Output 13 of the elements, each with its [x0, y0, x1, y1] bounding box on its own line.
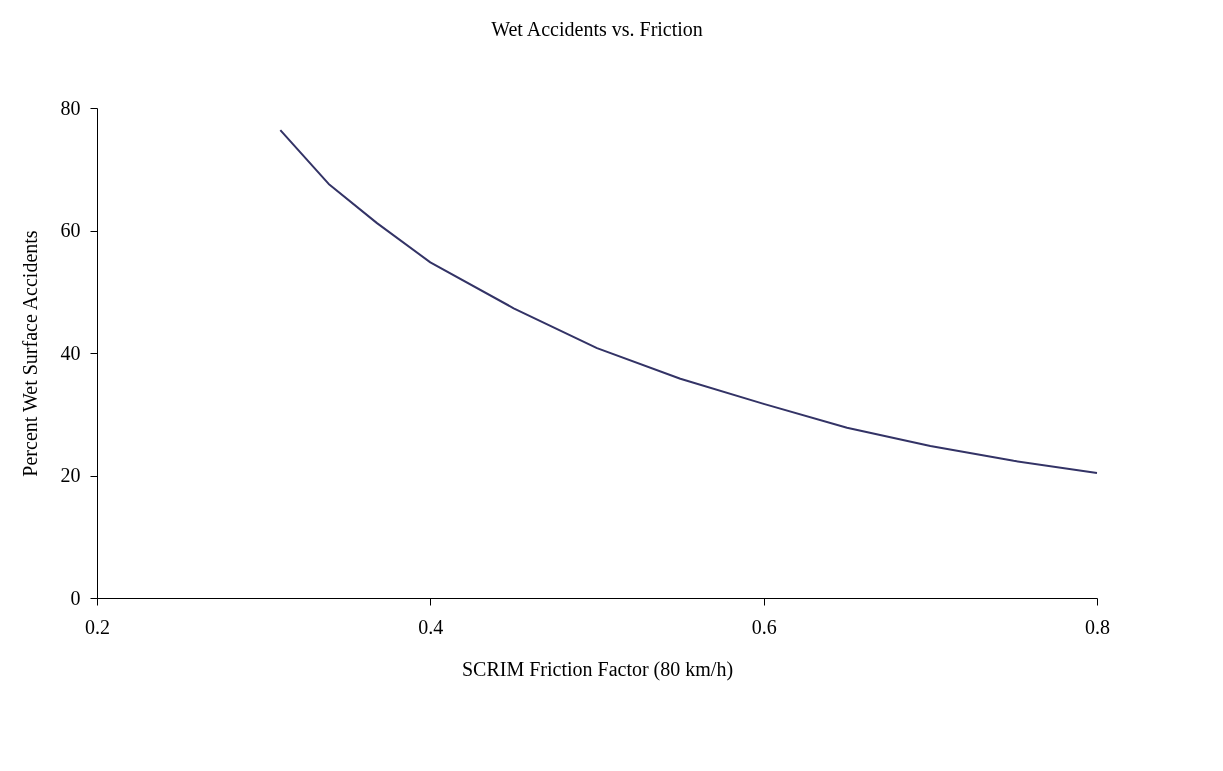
- x-tick-label: 0.8: [1085, 615, 1110, 638]
- y-tick-label: 0: [70, 586, 81, 609]
- y-tick-label: 20: [60, 464, 81, 486]
- x-axis-title: SCRIM Friction Factor (80 km/h): [461, 657, 734, 681]
- y-tick-label: 60: [60, 219, 81, 241]
- x-tick-label: 0.6: [751, 615, 777, 638]
- x-tick-label: 0.2: [85, 615, 110, 638]
- y-tick-label: 40: [60, 341, 81, 364]
- chart-title: Wet Accidents vs. Friction: [491, 18, 703, 40]
- x-tick-label: 0.4: [418, 615, 444, 638]
- y-tick-label: 80: [60, 96, 81, 119]
- y-axis-title: Percent Wet Surface Accidents: [18, 230, 41, 477]
- line-series: [279, 129, 1098, 475]
